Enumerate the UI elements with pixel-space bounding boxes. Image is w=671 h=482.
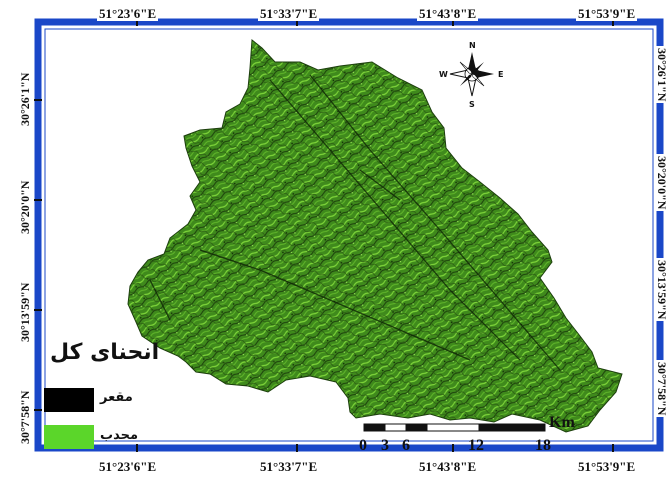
latitude-label-right-2: 30°13'59"N	[655, 258, 669, 322]
scale-tick-0: 0	[359, 437, 367, 454]
compass-w-label: W	[439, 70, 448, 79]
legend-swatch-convex	[44, 425, 94, 449]
latitude-label-left-3: 30°20'0"N	[18, 178, 32, 236]
legend-label-convex: محدب	[100, 428, 138, 443]
latitude-label-right-4: 30°26'1"N	[655, 46, 669, 104]
longitude-label-top-1: 51°23'6"E	[97, 6, 159, 21]
compass-s-label: S	[469, 100, 475, 109]
scale-tick-18: 18	[535, 437, 551, 454]
latitude-label-left-4: 30°26'1"N	[18, 70, 32, 128]
ridge-lines	[149, 74, 561, 371]
scale-unit: Km	[549, 414, 575, 431]
scale-tick-12: 12	[468, 437, 484, 454]
compass-e-label: E	[498, 70, 504, 79]
longitude-label-bottom-3: 51°43'8"E	[417, 459, 479, 474]
scale-tick-3: 3	[381, 437, 389, 454]
legend-label-concave: مقعر	[100, 390, 133, 405]
compass-n-label: N	[469, 41, 476, 50]
scale-bar	[363, 423, 546, 432]
longitude-label-bottom-1: 51°23'6"E	[97, 459, 159, 474]
longitude-label-top-2: 51°33'7"E	[258, 6, 320, 21]
longitude-label-bottom-2: 51°33'7"E	[258, 459, 320, 474]
latitude-label-left-2: 30°13'59"N	[18, 280, 32, 344]
north-arrow-icon	[449, 52, 494, 97]
latitude-label-left-1: 30°7'58"N	[18, 388, 32, 446]
longitude-label-top-3: 51°43'8"E	[417, 6, 479, 21]
legend-swatch-concave	[44, 388, 94, 412]
longitude-label-bottom-4: 51°53'9"E	[576, 459, 638, 474]
longitude-label-top-4: 51°53'9"E	[576, 6, 638, 21]
latitude-label-right-3: 30°20'0"N	[655, 154, 669, 212]
legend-title: انحنای کل	[50, 340, 160, 365]
scale-tick-6: 6	[402, 437, 410, 454]
latitude-label-right-1: 30°7'58"N	[655, 360, 669, 418]
